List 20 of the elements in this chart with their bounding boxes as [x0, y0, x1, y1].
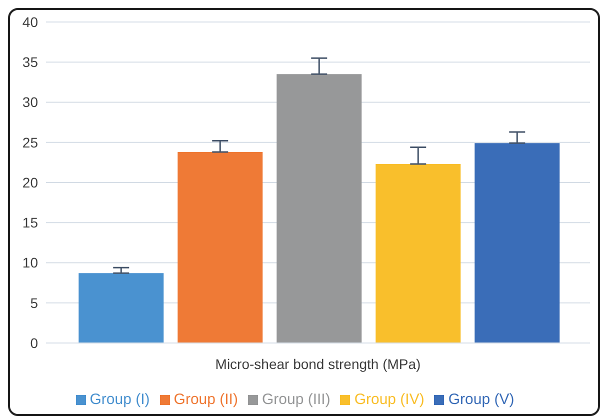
y-tick-label: 35 [22, 54, 38, 70]
bar [474, 143, 560, 343]
y-tick-label: 25 [22, 134, 38, 150]
bar [376, 164, 461, 343]
y-tick-label: 15 [22, 214, 38, 231]
bar [78, 273, 164, 343]
bar [178, 152, 263, 343]
legend-label: Group (II) [174, 391, 238, 408]
legend-label: Group (III) [262, 391, 330, 408]
y-tick-label: 10 [22, 254, 38, 271]
legend-label: Group (IV) [354, 391, 424, 408]
y-tick-label: 30 [22, 94, 38, 110]
bar [276, 74, 362, 343]
y-tick-label: 5 [30, 294, 38, 311]
y-tick-label: 20 [22, 174, 38, 190]
legend-label: Group (V) [448, 391, 514, 408]
y-tick-label: 40 [22, 14, 38, 30]
y-tick-label: 0 [30, 334, 38, 351]
legend-label: Group (I) [90, 391, 150, 408]
x-tick-label: Micro-shear bond strength (MPa) [215, 356, 421, 372]
